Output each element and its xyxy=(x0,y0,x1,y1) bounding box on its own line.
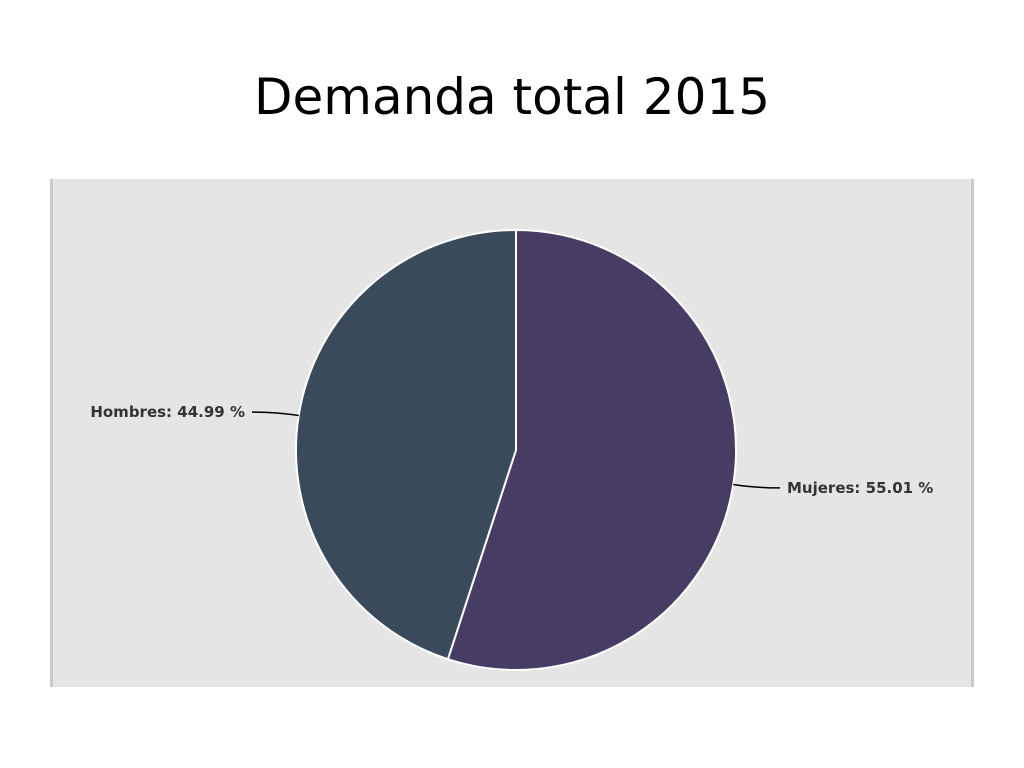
slice-label-mujeres: Mujeres: 55.01 % xyxy=(787,479,933,497)
pie-slice-mujeres xyxy=(446,228,737,671)
slide-title: Demanda total 2015 xyxy=(253,68,771,126)
pie-slice-hombres xyxy=(295,228,517,661)
pie-chart: Mujeres: 55.01 % Hombres: 44.99 % xyxy=(90,228,933,671)
slice-label-hombres: Hombres: 44.99 % xyxy=(90,403,245,421)
pie-chart-panel: Mujeres: 55.01 % Hombres: 44.99 % xyxy=(50,179,974,687)
leader-line-mujeres xyxy=(733,483,781,489)
leader-line-hombres xyxy=(251,411,299,417)
